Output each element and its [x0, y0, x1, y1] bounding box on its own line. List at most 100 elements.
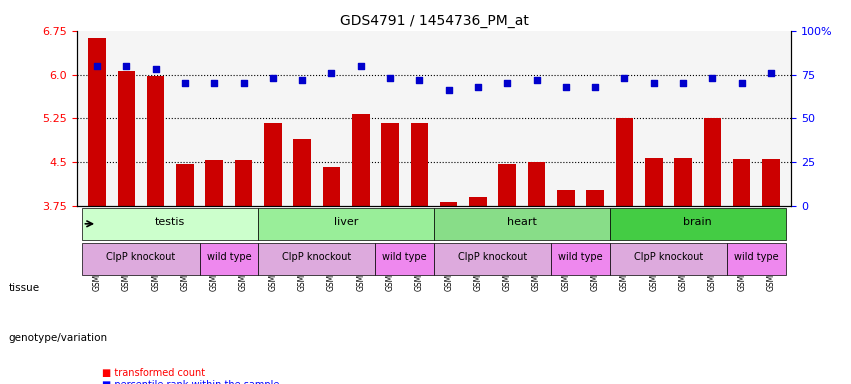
Point — [677, 80, 690, 86]
Text: GSM988366: GSM988366 — [357, 245, 365, 291]
FancyBboxPatch shape — [434, 208, 610, 240]
Text: GSM988359: GSM988359 — [151, 245, 160, 291]
Bar — [645, 158, 663, 206]
Point — [442, 87, 455, 93]
Text: GSM988376: GSM988376 — [649, 245, 658, 291]
FancyBboxPatch shape — [551, 243, 610, 275]
Point — [149, 66, 163, 73]
Text: GSM988377: GSM988377 — [678, 245, 688, 291]
Point — [90, 63, 104, 69]
Point — [559, 84, 573, 90]
Point — [325, 70, 339, 76]
Point — [500, 80, 514, 86]
Text: GSM988357: GSM988357 — [93, 245, 101, 291]
Bar — [704, 119, 721, 206]
FancyBboxPatch shape — [83, 243, 200, 275]
Text: wild type: wild type — [558, 252, 603, 262]
Point — [413, 77, 426, 83]
Point — [178, 80, 191, 86]
Bar — [733, 159, 751, 206]
Point — [354, 63, 368, 69]
Point — [383, 75, 397, 81]
Point — [529, 77, 543, 83]
Text: ■ transformed count: ■ transformed count — [102, 368, 205, 378]
Bar — [117, 71, 135, 206]
Bar — [352, 114, 369, 206]
FancyBboxPatch shape — [727, 243, 785, 275]
Text: wild type: wild type — [382, 252, 427, 262]
Point — [471, 84, 485, 90]
Bar — [615, 119, 633, 206]
Bar — [235, 160, 253, 206]
Text: GSM988362: GSM988362 — [239, 245, 248, 291]
Bar — [323, 167, 340, 206]
Text: GSM988382: GSM988382 — [473, 245, 483, 291]
Bar — [381, 122, 399, 206]
Bar — [499, 164, 516, 206]
Point — [647, 80, 660, 86]
Point — [588, 84, 602, 90]
Bar — [440, 202, 458, 206]
Text: ClpP knockout: ClpP knockout — [106, 252, 175, 262]
Bar — [89, 38, 106, 206]
FancyBboxPatch shape — [258, 208, 434, 240]
Bar — [176, 164, 194, 206]
FancyBboxPatch shape — [258, 243, 375, 275]
Point — [295, 77, 309, 83]
Text: genotype/variation: genotype/variation — [9, 333, 107, 343]
Point — [618, 75, 631, 81]
Text: GSM988378: GSM988378 — [708, 245, 717, 291]
Text: GSM988380: GSM988380 — [767, 245, 775, 291]
Text: GSM988379: GSM988379 — [737, 245, 746, 291]
Bar — [264, 122, 282, 206]
Bar — [410, 122, 428, 206]
Text: brain: brain — [683, 217, 712, 227]
Bar — [205, 160, 223, 206]
Text: GSM988365: GSM988365 — [327, 245, 336, 291]
Title: GDS4791 / 1454736_PM_at: GDS4791 / 1454736_PM_at — [340, 14, 528, 28]
FancyBboxPatch shape — [610, 243, 727, 275]
FancyBboxPatch shape — [375, 243, 434, 275]
Text: GSM988386: GSM988386 — [591, 245, 600, 291]
Text: wild type: wild type — [734, 252, 779, 262]
Text: ClpP knockout: ClpP knockout — [283, 252, 351, 262]
Point — [237, 80, 250, 86]
Text: ClpP knockout: ClpP knockout — [458, 252, 528, 262]
Point — [208, 80, 221, 86]
Bar — [674, 158, 692, 206]
Point — [734, 80, 748, 86]
Text: testis: testis — [155, 217, 186, 227]
FancyBboxPatch shape — [610, 208, 785, 240]
FancyBboxPatch shape — [200, 243, 258, 275]
Text: ■ percentile rank within the sample: ■ percentile rank within the sample — [102, 380, 279, 384]
Text: GSM988381: GSM988381 — [444, 245, 454, 291]
Bar — [294, 139, 311, 206]
Text: ClpP knockout: ClpP knockout — [634, 252, 703, 262]
Text: GSM988385: GSM988385 — [562, 245, 570, 291]
Text: tissue: tissue — [9, 283, 40, 293]
Bar — [147, 76, 164, 206]
Point — [266, 75, 280, 81]
Text: GSM988358: GSM988358 — [122, 245, 131, 291]
Text: GSM988360: GSM988360 — [180, 245, 190, 291]
FancyBboxPatch shape — [434, 243, 551, 275]
Point — [705, 75, 719, 81]
Bar — [586, 190, 604, 206]
Text: heart: heart — [507, 217, 537, 227]
Text: GSM988361: GSM988361 — [210, 245, 219, 291]
Bar — [469, 197, 487, 206]
Text: GSM988375: GSM988375 — [620, 245, 629, 291]
Bar — [762, 159, 780, 206]
Text: GSM988384: GSM988384 — [532, 245, 541, 291]
Text: GSM988367: GSM988367 — [386, 245, 395, 291]
Text: liver: liver — [334, 217, 358, 227]
Text: GSM988383: GSM988383 — [503, 245, 511, 291]
Text: GSM988364: GSM988364 — [298, 245, 306, 291]
Point — [120, 63, 134, 69]
FancyBboxPatch shape — [83, 208, 258, 240]
Bar — [528, 162, 545, 206]
Text: GSM988368: GSM988368 — [414, 245, 424, 291]
Point — [764, 70, 778, 76]
Text: wild type: wild type — [207, 252, 251, 262]
Bar — [557, 190, 574, 206]
